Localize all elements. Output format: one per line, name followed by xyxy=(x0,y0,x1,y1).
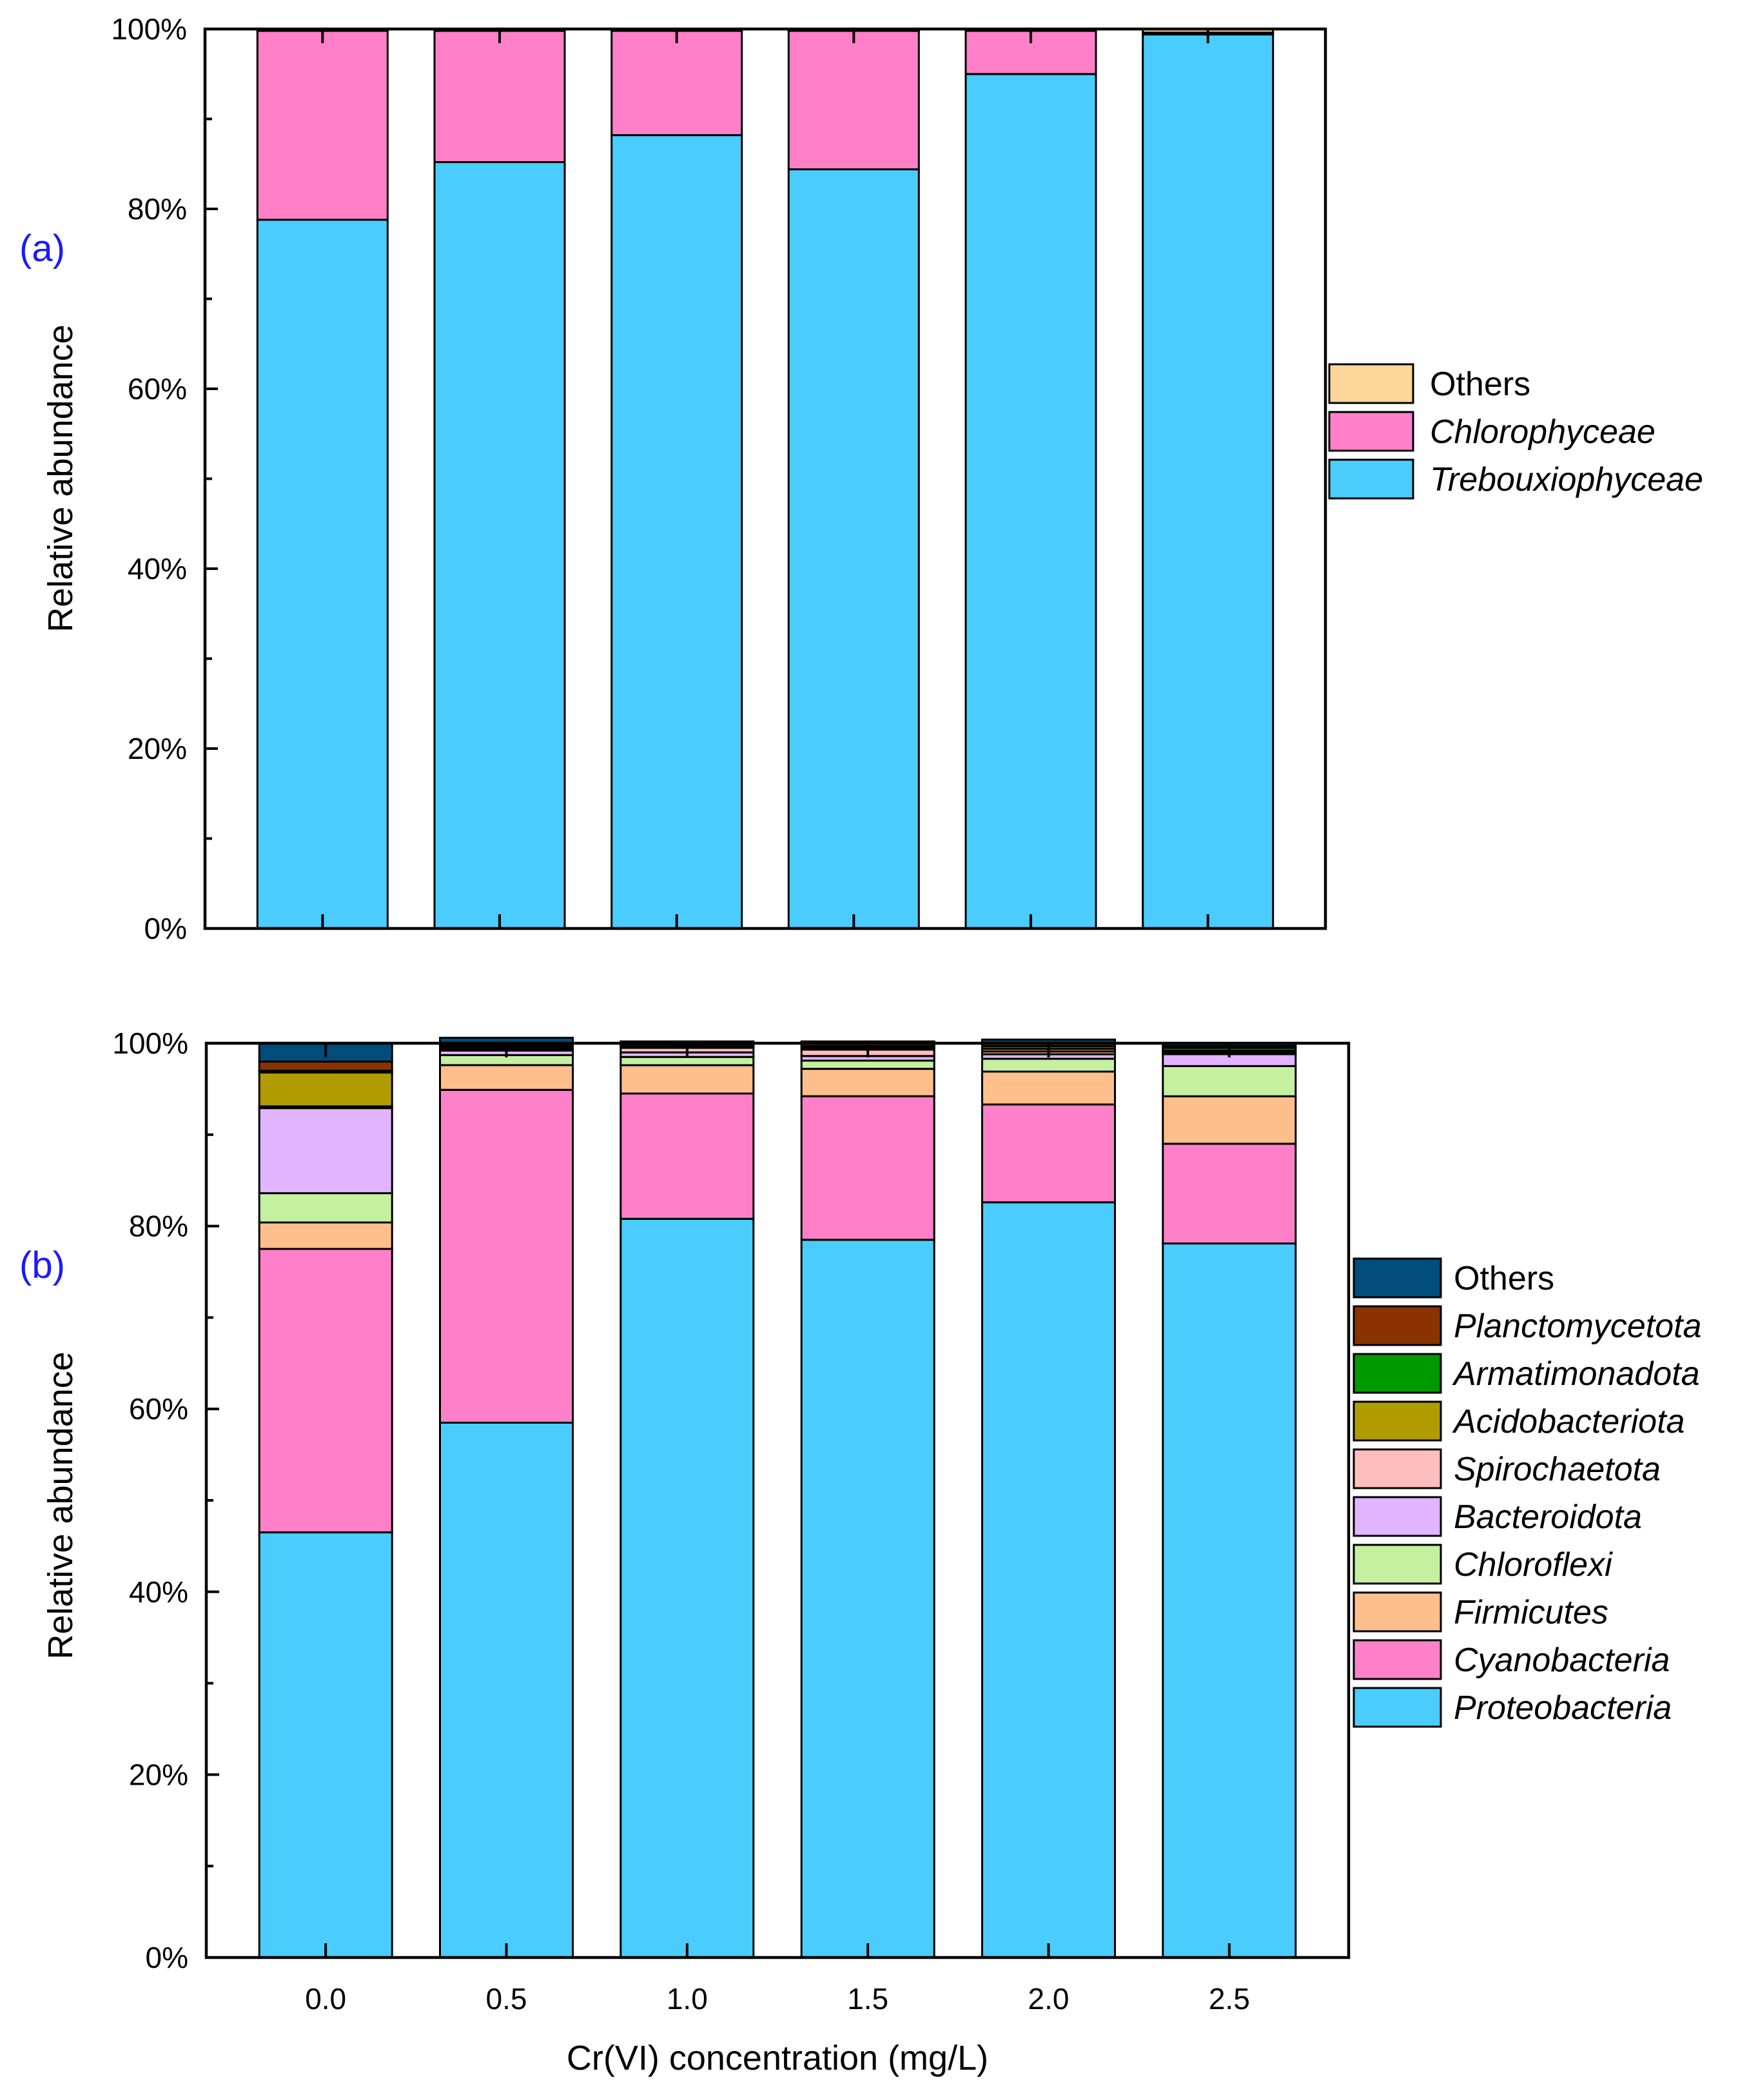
legend-swatch xyxy=(1328,363,1414,404)
legend-label: Spirochaetota xyxy=(1454,1451,1661,1488)
legend-swatch xyxy=(1353,1448,1442,1489)
bar-segment xyxy=(620,1092,755,1220)
y-tick-label: 100% xyxy=(111,12,187,46)
x-tick-label: 2.5 xyxy=(1209,1982,1250,2016)
legend-label: Trebouxiophyceae xyxy=(1430,461,1703,498)
bar-segment xyxy=(256,30,389,221)
bar-segment xyxy=(611,134,743,930)
bar-segment xyxy=(981,1070,1116,1106)
bar-segment xyxy=(620,1064,755,1095)
legend-swatch xyxy=(1353,1544,1442,1585)
legend-label: Armatimonadota xyxy=(1452,1355,1700,1393)
legend-label: Proteobacteria xyxy=(1454,1689,1672,1727)
y-tick-label: 60% xyxy=(128,372,187,406)
bar-segment xyxy=(433,30,566,163)
y-tick-label: 20% xyxy=(128,732,187,765)
legend-swatch xyxy=(1353,1257,1442,1299)
legend-label: Acidobacteriota xyxy=(1452,1403,1685,1440)
bar-segment xyxy=(1162,1095,1297,1145)
bar-segment xyxy=(258,1107,393,1195)
bar-segment xyxy=(1162,1143,1297,1245)
legend-swatch xyxy=(1353,1353,1442,1394)
x-tick-label: 0.0 xyxy=(305,1982,346,2016)
bar-segment xyxy=(439,1088,574,1424)
x-axis-title: Cr(VI) concentration (mg/L) xyxy=(567,2039,988,2077)
legend-label: Others xyxy=(1430,366,1530,403)
bar-segment xyxy=(800,1095,935,1241)
x-tick-label: 1.5 xyxy=(847,1982,888,2016)
bar-segment xyxy=(800,1068,935,1097)
legend-label: Chlorophyceae xyxy=(1430,413,1656,451)
legend-swatch xyxy=(1353,1400,1442,1442)
bar-segment xyxy=(620,1055,755,1066)
bar-segment xyxy=(611,30,743,137)
bar-segment xyxy=(258,1531,393,1959)
y-tick-label: 0% xyxy=(144,912,187,945)
x-tick-label: 0.5 xyxy=(486,1982,527,2016)
bar-segment xyxy=(439,1422,574,1959)
legend: Others Chlorophyceae Trebouxiophyceae xyxy=(1328,363,1703,500)
bar-segment xyxy=(256,219,389,930)
bar-segment xyxy=(787,168,920,930)
bar-segment xyxy=(620,1217,755,1959)
legend-label: Chloroflexi xyxy=(1454,1546,1613,1584)
y-tick-label: 80% xyxy=(128,192,187,226)
legend-swatch xyxy=(1328,411,1414,452)
legend-swatch xyxy=(1353,1496,1442,1537)
panel-b: 0% 20% 40% 60% 80% 100% 0.0 0.5 1.0 1.5 2.0 2.5 Rela… xyxy=(19,1026,1701,2077)
panel-a: 0% 20% 40% 60% 80% 100% Relative abundance (a) O… xyxy=(19,12,1703,945)
bar-segment xyxy=(800,1239,935,1959)
bar-segment xyxy=(258,1248,393,1534)
bar-segment xyxy=(1162,1065,1297,1097)
legend-swatch xyxy=(1353,1639,1442,1680)
legend-swatch xyxy=(1353,1591,1442,1633)
bar-segment xyxy=(964,73,1097,930)
y-tick-label: 0% xyxy=(146,1941,188,1974)
bar-segment xyxy=(433,161,566,930)
panel-label: (b) xyxy=(19,1244,65,1286)
y-tick-label: 80% xyxy=(129,1210,188,1243)
x-tick-label: 2.0 xyxy=(1028,1982,1070,2016)
legend-label: Bacteroidota xyxy=(1454,1498,1642,1536)
legend-swatch xyxy=(1353,1305,1442,1346)
y-tick-label: 40% xyxy=(129,1575,188,1609)
legend-label: Others xyxy=(1454,1260,1554,1297)
bar-segment xyxy=(439,1064,574,1091)
y-axis-title: Relative abundance xyxy=(41,1351,80,1659)
bar-segment xyxy=(1162,1242,1297,1959)
legend-swatch xyxy=(1328,458,1414,500)
x-tick-label: 1.0 xyxy=(667,1982,708,2016)
legend-label: Cyanobacteria xyxy=(1454,1642,1670,1679)
bar-segment xyxy=(800,1059,935,1070)
y-tick-label: 20% xyxy=(129,1758,188,1791)
bar-segment xyxy=(981,1057,1116,1073)
legend-swatch xyxy=(1353,1687,1442,1728)
y-tick-label: 40% xyxy=(128,552,187,585)
y-axis-title: Relative abundance xyxy=(41,324,80,632)
bar-segment xyxy=(258,1071,393,1108)
legend-label: Planctomycetota xyxy=(1454,1308,1701,1345)
bar-segment xyxy=(981,1201,1116,1959)
panel-label: (a) xyxy=(19,228,65,270)
y-tick-label: 60% xyxy=(129,1392,188,1426)
legend-label: Firmicutes xyxy=(1454,1594,1608,1631)
legend: Others Planctomycetota Armatimonadota Acido… xyxy=(1353,1257,1701,1728)
y-tick-label: 100% xyxy=(112,1026,188,1060)
bar-segment xyxy=(258,1192,393,1224)
bar-segment xyxy=(258,1060,393,1072)
bar-segment xyxy=(258,1221,393,1250)
bar-segment xyxy=(787,30,920,171)
bar-segment xyxy=(981,1103,1116,1204)
bar-segment xyxy=(1142,33,1275,930)
